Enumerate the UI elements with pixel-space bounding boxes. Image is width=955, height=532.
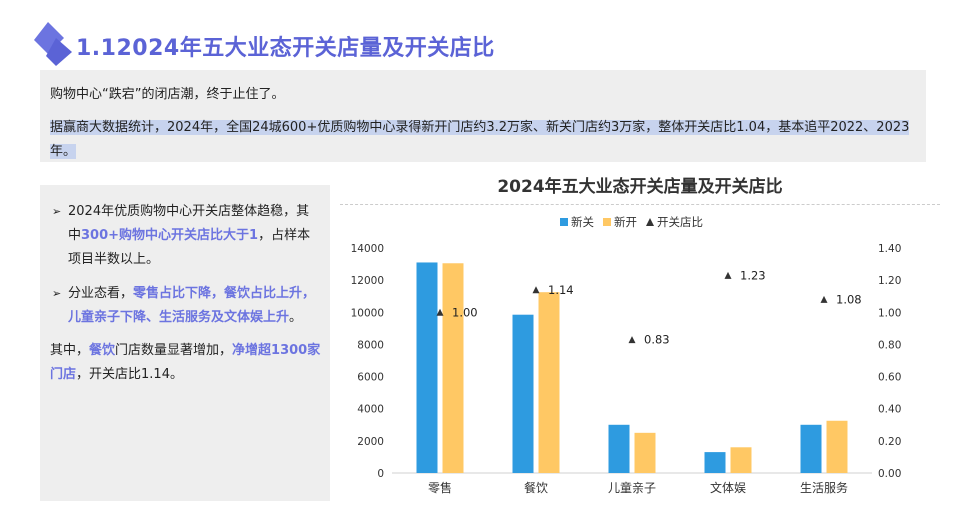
y-right-tick-label: 0.40 <box>878 404 901 416</box>
x-tick-label: 零售 <box>428 480 452 495</box>
title-diamond-icon <box>34 22 72 66</box>
y-right-tick-label: 1.40 <box>878 243 901 255</box>
bullet1-text-end: ，占样本项目半数以上。 <box>68 228 311 267</box>
para-text: 其中， <box>50 343 90 358</box>
para-highlight-2: 净增超1300家门店 <box>50 343 321 382</box>
para-text-end: ，开关店比1.14。 <box>76 367 183 382</box>
bar-新关 <box>704 452 726 473</box>
legend-label: 开关店比 <box>657 215 703 229</box>
y-right-tick-label: 1.20 <box>878 275 901 287</box>
bullet-arrow-icon: ➢ <box>52 205 62 218</box>
x-tick-label: 文体娱 <box>710 480 746 495</box>
y-left-tick-label: 4000 <box>357 404 384 416</box>
legend-label: 新关 <box>571 215 594 229</box>
y-left-tick-label: 12000 <box>351 275 384 287</box>
summary-bullet-1: ➢ 2024年优质购物中心开关店整体趋稳，其中300+购物中心开关店比大于1，占… <box>52 200 322 272</box>
y-left-tick-label: 0 <box>377 468 384 480</box>
ratio-marker-3 <box>628 336 636 344</box>
ratio-marker-4 <box>724 271 732 279</box>
ratio-data-label: 1.00 <box>452 305 478 319</box>
legend-triangle-icon <box>646 218 654 226</box>
para-text-2: 门店数量显著增加， <box>115 343 233 358</box>
bar-新关 <box>608 424 630 473</box>
x-tick-label: 餐饮 <box>524 480 548 495</box>
summary-bullet-2: ➢ 分业态看，零售占比下降，餐饮占比上升，儿童亲子下降、生活服务及文体娱上升。 <box>52 282 322 330</box>
page-title: 1.12024年五大业态开关店量及开关店比 <box>76 36 495 61</box>
bar-新开 <box>538 292 560 473</box>
y-right-tick-label: 0.00 <box>878 468 901 480</box>
y-left-tick-label: 6000 <box>357 372 384 384</box>
bar-新开 <box>442 263 464 473</box>
y-right-tick-label: 0.60 <box>878 372 901 384</box>
para-highlight-1: 餐饮 <box>89 343 116 358</box>
ratio-marker-1 <box>436 308 444 316</box>
summary-panel: ➢ 2024年优质购物中心开关店整体趋稳，其中300+购物中心开关店比大于1，占… <box>40 185 330 501</box>
legend-label: 新开 <box>614 215 637 229</box>
bullet2-text-end: 。 <box>289 310 303 325</box>
y-left-tick-label: 8000 <box>357 339 384 351</box>
y-right-tick-label: 0.20 <box>878 436 901 448</box>
bar-新关 <box>416 262 438 473</box>
ratio-data-label: 1.08 <box>836 292 862 306</box>
bar-新开 <box>634 432 656 473</box>
legend-swatch-新开 <box>603 218 611 226</box>
ratio-data-label: 1.14 <box>548 283 574 297</box>
legend-swatch-新关 <box>560 218 568 226</box>
summary-paragraph: 其中，餐饮门店数量显著增加，净增超1300家门店，开关店比1.14。 <box>50 339 325 387</box>
bar-新关 <box>512 314 534 473</box>
chart-title-divider <box>340 204 940 205</box>
ratio-data-label: 1.23 <box>740 268 766 282</box>
y-left-tick-label: 2000 <box>357 436 384 448</box>
bar-新开 <box>730 447 752 473</box>
bar-新开 <box>826 420 848 473</box>
intro-text-2: 据赢商大数据统计，2024年，全国24城600+优质购物中心录得新开门店约3.2… <box>50 116 920 164</box>
bullet-arrow-icon: ➢ <box>52 287 62 300</box>
y-right-tick-label: 0.80 <box>878 339 901 351</box>
bar-新关 <box>800 424 822 473</box>
bullet1-highlight: 300+购物中心开关店比大于1 <box>81 228 259 243</box>
bullet2-highlight: 零售占比下降，餐饮占比上升，儿童亲子下降、生活服务及文体娱上升 <box>68 286 316 325</box>
intro-text-1: 购物中心“跌宕”的闭店潮，终于止住了。 <box>50 87 285 102</box>
ratio-marker-5 <box>820 295 828 303</box>
y-left-tick-label: 14000 <box>351 243 384 255</box>
y-right-tick-label: 1.00 <box>878 307 901 319</box>
ratio-marker-2 <box>532 286 540 294</box>
bullet2-text: 分业态看， <box>68 286 134 301</box>
x-tick-label: 生活服务 <box>800 480 848 495</box>
ratio-data-label: 0.83 <box>644 333 670 347</box>
x-tick-label: 儿童亲子 <box>608 480 656 495</box>
bullet1-text: 2024年优质购物中心开关店整体趋稳，其中 <box>68 204 310 243</box>
y-left-tick-label: 10000 <box>351 307 384 319</box>
intro-box: 购物中心“跌宕”的闭店潮，终于止住了。 据赢商大数据统计，2024年，全国24城… <box>40 70 926 162</box>
chart-title: 2024年五大业态开关店量及开关店比 <box>497 177 783 197</box>
